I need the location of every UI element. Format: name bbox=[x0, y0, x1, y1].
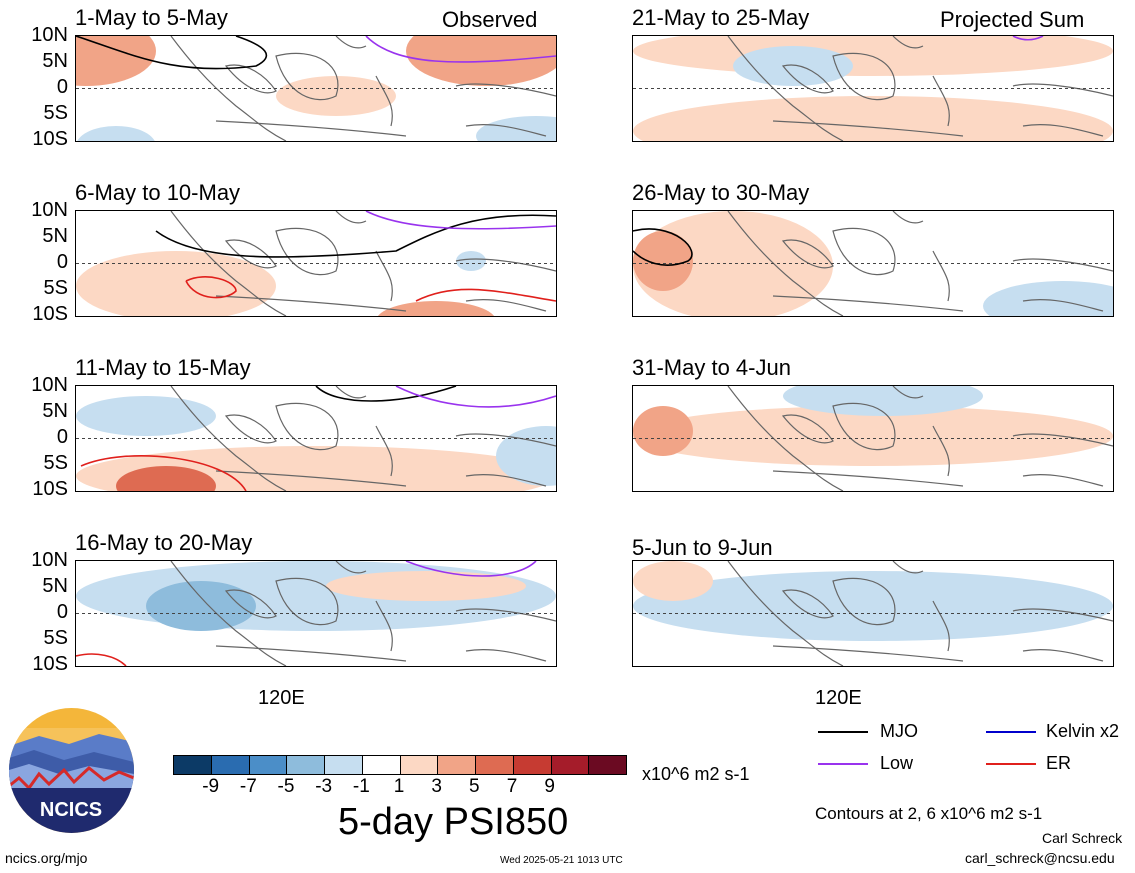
lat-label: 10N bbox=[31, 374, 68, 396]
panel-title-r0: 21-May to 25-May bbox=[632, 5, 810, 30]
lat-label: 5N bbox=[42, 50, 68, 72]
map-panel-right bbox=[632, 560, 1114, 667]
logo-text: NCICS bbox=[40, 799, 102, 821]
colorbar-swatch bbox=[589, 756, 626, 774]
colorbar-tick-label: 7 bbox=[506, 776, 518, 797]
lat-label: 0 bbox=[56, 76, 68, 98]
lat-label: 5S bbox=[43, 452, 68, 474]
colorbar-tick-label: -7 bbox=[239, 776, 257, 797]
map-panel-left bbox=[75, 560, 557, 667]
colorbar bbox=[173, 755, 627, 775]
panel-title-l1: 6-May to 10-May bbox=[75, 180, 241, 205]
author-email: carl_schreck@ncsu.edu bbox=[965, 850, 1115, 866]
lat-label: 10N bbox=[31, 549, 68, 571]
colorbar-swatch bbox=[174, 756, 212, 774]
lat-label: 5S bbox=[43, 277, 68, 299]
map-panel-left bbox=[75, 35, 557, 142]
legend-label-er: ER bbox=[1046, 753, 1072, 773]
legend-line-mjo bbox=[818, 731, 868, 733]
lat-label: 10S bbox=[32, 303, 68, 325]
legend-line-kelvin bbox=[986, 731, 1036, 733]
colorbar-swatch bbox=[438, 756, 476, 774]
panel-title-r1: 26-May to 30-May bbox=[632, 180, 810, 205]
lat-label: 10S bbox=[32, 128, 68, 150]
colorbar-tick-label: -3 bbox=[315, 776, 333, 797]
ncics-logo: NCICS bbox=[9, 708, 134, 833]
panel-title-r3: 5-Jun to 9-Jun bbox=[632, 535, 773, 560]
lon-label-right: 120E bbox=[815, 687, 862, 709]
colorbar-swatch bbox=[362, 756, 401, 774]
colorbar-swatch bbox=[211, 756, 250, 774]
colorbar-tick-label: 1 bbox=[393, 776, 405, 797]
lat-label: 5N bbox=[42, 400, 68, 422]
colorbar-swatch bbox=[287, 756, 325, 774]
map-panel-right bbox=[632, 385, 1114, 492]
panel-title-l0: 1-May to 5-May bbox=[75, 5, 228, 30]
colorbar-tick-label: 9 bbox=[544, 776, 555, 797]
website-link[interactable]: ncics.org/mjo bbox=[5, 850, 88, 866]
map-panel-right bbox=[632, 35, 1114, 142]
colorbar-swatch bbox=[476, 756, 514, 774]
lat-label: 0 bbox=[56, 251, 68, 273]
colorbar-swatch bbox=[249, 756, 288, 774]
colorbar-swatch bbox=[513, 756, 552, 774]
lon-label-left: 120E bbox=[258, 687, 305, 709]
timestamp: Wed 2025-05-21 1013 UTC bbox=[500, 855, 623, 866]
colorbar-tick-label: -9 bbox=[202, 776, 220, 797]
contour-note: Contours at 2, 6 x10^6 m2 s-1 bbox=[815, 804, 1043, 823]
legend-line-er bbox=[986, 763, 1036, 765]
legend-line-low bbox=[818, 763, 868, 765]
panel-tag-projected: Projected Sum bbox=[940, 7, 1085, 32]
lat-label: 0 bbox=[56, 601, 68, 623]
colorbar-swatch bbox=[325, 756, 363, 774]
main-title: 5-day PSI850 bbox=[338, 801, 569, 843]
colorbar-tick-label: -1 bbox=[352, 776, 370, 797]
lat-label: 10S bbox=[32, 478, 68, 500]
colorbar-tick-label: -5 bbox=[277, 776, 295, 797]
colorbar-tick-label: 5 bbox=[469, 776, 480, 797]
lat-label: 5N bbox=[42, 225, 68, 247]
map-panel-left bbox=[75, 385, 557, 492]
legend-label-low: Low bbox=[880, 753, 914, 773]
panel-title-l3: 16-May to 20-May bbox=[75, 530, 253, 555]
lat-label: 5N bbox=[42, 575, 68, 597]
panel-title-r2: 31-May to 4-Jun bbox=[632, 355, 791, 380]
colorbar-swatch bbox=[551, 756, 590, 774]
map-panel-left bbox=[75, 210, 557, 317]
colorbar-tick-label: 3 bbox=[431, 776, 442, 797]
lat-label: 0 bbox=[56, 426, 68, 448]
lat-label: 10N bbox=[31, 199, 68, 221]
lat-label: 10S bbox=[32, 653, 68, 675]
lat-label: 5S bbox=[43, 102, 68, 124]
author-name: Carl Schreck bbox=[1042, 830, 1123, 846]
colorbar-units: x10^6 m2 s-1 bbox=[642, 764, 750, 784]
lat-label: 10N bbox=[31, 24, 68, 46]
panel-tag-observed: Observed bbox=[442, 7, 538, 32]
legend-label-kelvin: Kelvin x2 bbox=[1046, 721, 1120, 741]
legend-label-mjo: MJO bbox=[880, 721, 918, 741]
panel-title-l2: 11-May to 15-May bbox=[75, 355, 251, 380]
lat-label: 5S bbox=[43, 627, 68, 649]
map-panel-right bbox=[632, 210, 1114, 317]
colorbar-swatch bbox=[400, 756, 439, 774]
